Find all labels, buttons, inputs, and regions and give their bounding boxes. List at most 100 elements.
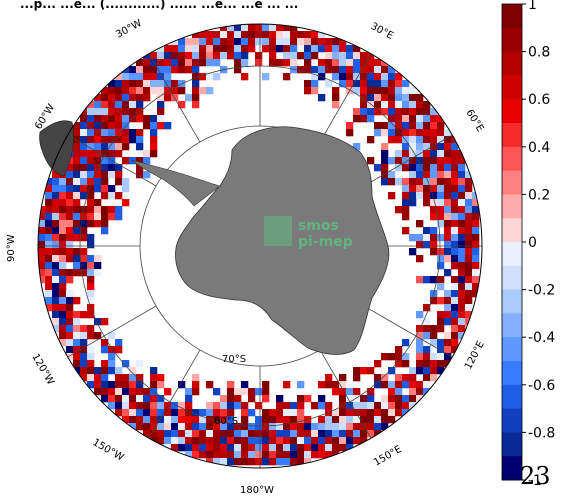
correlation-pixel: [416, 122, 424, 130]
correlation-pixel: [332, 73, 340, 81]
correlation-pixel: [395, 80, 403, 88]
correlation-pixel: [108, 164, 116, 172]
correlation-pixel: [465, 276, 473, 284]
correlation-pixel: [143, 416, 151, 424]
correlation-pixel: [269, 416, 277, 424]
correlation-pixel: [59, 304, 67, 312]
correlation-pixel: [52, 325, 60, 333]
correlation-pixel: [388, 108, 396, 116]
correlation-pixel: [269, 458, 277, 466]
correlation-pixel: [444, 220, 452, 228]
correlation-pixel: [136, 66, 144, 74]
correlation-pixel: [304, 66, 312, 74]
correlation-pixel: [80, 311, 88, 319]
correlation-pixel: [276, 430, 284, 438]
correlation-pixel: [346, 409, 354, 417]
colorbar-ticks: 1 0.8 0.6 0.4 0.2 0 -0.2 -0.4 -0.6 -0.8 -1: [522, 0, 555, 489]
correlation-pixel: [458, 185, 466, 193]
correlation-pixel: [185, 444, 193, 452]
correlation-pixel: [38, 220, 46, 228]
correlation-pixel: [108, 87, 116, 95]
correlation-pixel: [262, 381, 270, 389]
correlation-pixel: [423, 367, 431, 375]
correlation-pixel: [241, 451, 249, 459]
correlation-pixel: [437, 234, 445, 242]
correlation-pixel: [241, 402, 249, 410]
correlation-pixel: [451, 318, 459, 326]
correlation-pixel: [346, 437, 354, 445]
correlation-pixel: [262, 73, 270, 81]
page-number: 23: [520, 462, 551, 490]
correlation-pixel: [451, 304, 459, 312]
correlation-pixel: [360, 367, 368, 375]
correlation-pixel: [255, 31, 263, 39]
correlation-pixel: [374, 360, 382, 368]
correlation-pixel: [318, 31, 326, 39]
correlation-pixel: [395, 157, 403, 165]
correlation-pixel: [332, 59, 340, 67]
correlation-pixel: [346, 45, 354, 53]
correlation-pixel: [150, 143, 158, 151]
correlation-pixel: [129, 423, 137, 431]
correlation-pixel: [59, 192, 67, 200]
correlation-pixel: [101, 108, 109, 116]
correlation-pixel: [423, 276, 431, 284]
correlation-pixel: [150, 122, 158, 130]
correlation-pixel: [220, 409, 228, 417]
correlation-pixel: [52, 171, 60, 179]
correlation-pixel: [318, 451, 326, 459]
correlation-pixel: [255, 59, 263, 67]
correlation-pixel: [395, 346, 403, 354]
correlation-pixel: [311, 451, 319, 459]
correlation-pixel: [52, 185, 60, 193]
correlation-pixel: [136, 59, 144, 67]
correlation-pixel: [59, 311, 67, 319]
correlation-pixel: [269, 52, 277, 60]
correlation-pixel: [206, 416, 214, 424]
correlation-pixel: [220, 395, 228, 403]
correlation-pixel: [178, 430, 186, 438]
correlation-pixel: [465, 311, 473, 319]
correlation-pixel: [108, 122, 116, 130]
correlation-pixel: [213, 59, 221, 67]
correlation-pixel: [283, 38, 291, 46]
correlation-pixel: [269, 437, 277, 445]
correlation-pixel: [52, 248, 60, 256]
correlation-pixel: [402, 206, 410, 214]
correlation-pixel: [220, 451, 228, 459]
correlation-pixel: [206, 52, 214, 60]
correlation-pixel: [136, 101, 144, 109]
correlation-pixel: [108, 136, 116, 144]
colorbar-cell: [502, 384, 522, 410]
correlation-pixel: [451, 276, 459, 284]
correlation-pixel: [115, 339, 123, 347]
correlation-pixel: [87, 129, 95, 137]
correlation-pixel: [465, 269, 473, 277]
correlation-pixel: [192, 437, 200, 445]
correlation-pixel: [451, 199, 459, 207]
correlation-pixel: [59, 241, 67, 249]
correlation-pixel: [402, 143, 410, 151]
correlation-pixel: [234, 52, 242, 60]
correlation-pixel: [416, 276, 424, 284]
correlation-pixel: [423, 332, 431, 340]
correlation-pixel: [206, 402, 214, 410]
correlation-pixel: [248, 38, 256, 46]
correlation-pixel: [80, 213, 88, 221]
correlation-pixel: [227, 395, 235, 403]
correlation-pixel: [381, 143, 389, 151]
correlation-pixel: [325, 402, 333, 410]
correlation-pixel: [437, 171, 445, 179]
correlation-pixel: [108, 192, 116, 200]
correlation-pixel: [220, 416, 228, 424]
correlation-pixel: [346, 430, 354, 438]
correlation-pixel: [360, 73, 368, 81]
correlation-pixel: [73, 150, 81, 158]
correlation-pixel: [290, 444, 298, 452]
correlation-pixel: [80, 325, 88, 333]
correlation-pixel: [444, 339, 452, 347]
correlation-pixel: [108, 402, 116, 410]
correlation-pixel: [423, 241, 431, 249]
correlation-pixel: [374, 122, 382, 130]
